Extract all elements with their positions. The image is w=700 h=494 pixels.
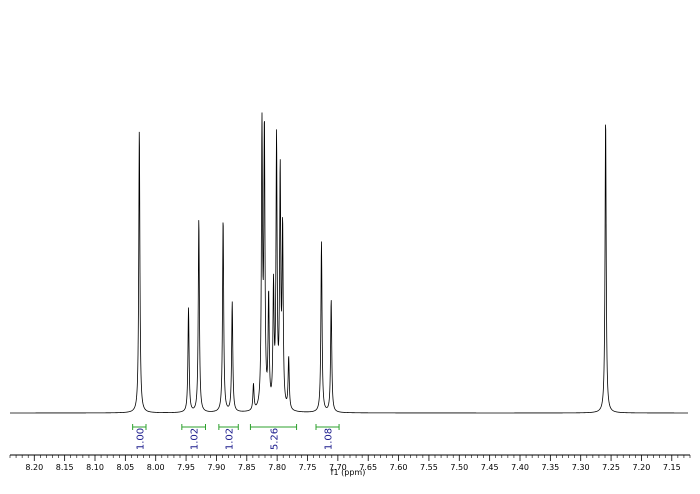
integral-region: 1.02 — [218, 424, 239, 450]
integral-region: 1.02 — [181, 424, 206, 450]
integral-region: 1.08 — [315, 424, 340, 450]
x-tick-label: 7.35 — [541, 463, 559, 472]
x-axis-ticks: 8.20 8.15 8.10 8.05 8.00 7.95 7.90 7.85 7.80 7.75… — [9, 455, 691, 472]
integral-value-label: 1.00 — [135, 428, 146, 450]
integral-region: 5.26 — [249, 424, 298, 450]
integral-value-label: 5.26 — [270, 428, 281, 450]
integral-value-label: 1.08 — [324, 428, 335, 450]
x-tick-label: 7.75 — [299, 463, 317, 472]
x-tick-label: 7.70 — [329, 463, 347, 472]
integral-value-label: 1.02 — [225, 428, 236, 450]
x-tick-label: 7.25 — [602, 463, 620, 472]
integrals-layer: 1.00 1.02 1.02 5.26 1.08 — [132, 424, 340, 450]
x-tick-label: 8.10 — [86, 463, 104, 472]
x-tick-label: 7.80 — [268, 463, 286, 472]
x-tick-label: 7.90 — [208, 463, 226, 472]
x-tick-label: 7.45 — [481, 463, 499, 472]
integral-value-label: 1.02 — [190, 428, 201, 450]
x-tick-label: 7.30 — [572, 463, 590, 472]
x-tick-label: 7.15 — [663, 463, 681, 472]
x-tick-label: 7.40 — [511, 463, 529, 472]
x-tick-label: 8.20 — [25, 463, 43, 472]
x-axis-title: f1 (ppm) — [331, 468, 366, 477]
integral-region: 1.00 — [132, 424, 147, 450]
spectrum-trace — [10, 112, 688, 414]
x-tick-label: 7.95 — [177, 463, 195, 472]
x-tick-label: 7.60 — [390, 463, 408, 472]
x-tick-label: 7.85 — [238, 463, 256, 472]
x-tick-label: 7.55 — [420, 463, 438, 472]
x-tick-label: 7.65 — [359, 463, 377, 472]
x-tick-label: 8.15 — [56, 463, 74, 472]
x-tick-label: 7.50 — [450, 463, 468, 472]
x-tick-label: 7.20 — [633, 463, 651, 472]
x-tick-label: 8.00 — [147, 463, 165, 472]
x-tick-label: 8.05 — [116, 463, 134, 472]
